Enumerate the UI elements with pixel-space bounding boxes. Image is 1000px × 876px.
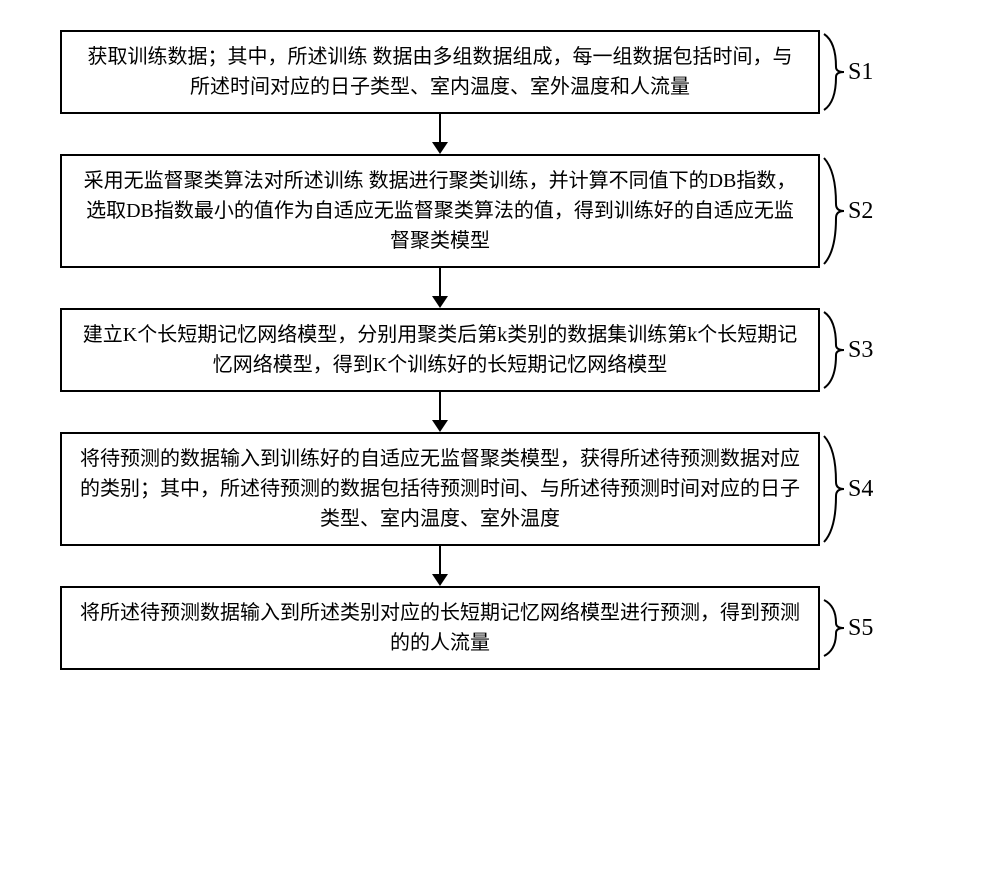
step-text-4: 将待预测的数据输入到训练好的自适应无监督聚类模型，获得所述待预测数据对应的类别；… bbox=[80, 448, 800, 530]
step-box-5: 将所述待预测数据输入到所述类别对应的长短期记忆网络模型进行预测，得到预测的的人流… bbox=[60, 586, 820, 670]
step-text-3: 建立K个长短期记忆网络模型，分别用聚类后第k类别的数据集训练第k个长短期记忆网络… bbox=[83, 324, 797, 376]
step-box-2: 采用无监督聚类算法对所述训练 数据进行聚类训练，并计算不同值下的DB指数，选取D… bbox=[60, 154, 820, 268]
step-row-3: 建立K个长短期记忆网络模型，分别用聚类后第k类别的数据集训练第k个长短期记忆网络… bbox=[60, 308, 940, 392]
flowchart-container: 获取训练数据；其中，所述训练 数据由多组数据组成，每一组数据包括时间，与所述时间… bbox=[60, 30, 940, 670]
bracket-2 bbox=[822, 156, 852, 266]
connector-1 bbox=[60, 114, 940, 154]
bracket-1 bbox=[822, 32, 852, 112]
step-row-1: 获取训练数据；其中，所述训练 数据由多组数据组成，每一组数据包括时间，与所述时间… bbox=[60, 30, 940, 114]
arrow-4 bbox=[432, 546, 448, 586]
step-row-4: 将待预测的数据输入到训练好的自适应无监督聚类模型，获得所述待预测数据对应的类别；… bbox=[60, 432, 940, 546]
bracket-5 bbox=[822, 598, 852, 658]
connector-3 bbox=[60, 392, 940, 432]
bracket-4 bbox=[822, 434, 852, 544]
step-row-2: 采用无监督聚类算法对所述训练 数据进行聚类训练，并计算不同值下的DB指数，选取D… bbox=[60, 154, 940, 268]
arrow-2 bbox=[432, 268, 448, 308]
step-box-3: 建立K个长短期记忆网络模型，分别用聚类后第k类别的数据集训练第k个长短期记忆网络… bbox=[60, 308, 820, 392]
connector-4 bbox=[60, 546, 940, 586]
step-text-2: 采用无监督聚类算法对所述训练 数据进行聚类训练，并计算不同值下的DB指数，选取D… bbox=[84, 170, 797, 252]
step-text-1: 获取训练数据；其中，所述训练 数据由多组数据组成，每一组数据包括时间，与所述时间… bbox=[88, 46, 793, 98]
arrow-3 bbox=[432, 392, 448, 432]
step-text-5: 将所述待预测数据输入到所述类别对应的长短期记忆网络模型进行预测，得到预测的的人流… bbox=[80, 602, 800, 654]
step-box-1: 获取训练数据；其中，所述训练 数据由多组数据组成，每一组数据包括时间，与所述时间… bbox=[60, 30, 820, 114]
connector-2 bbox=[60, 268, 940, 308]
step-box-4: 将待预测的数据输入到训练好的自适应无监督聚类模型，获得所述待预测数据对应的类别；… bbox=[60, 432, 820, 546]
bracket-3 bbox=[822, 310, 852, 390]
step-row-5: 将所述待预测数据输入到所述类别对应的长短期记忆网络模型进行预测，得到预测的的人流… bbox=[60, 586, 940, 670]
arrow-1 bbox=[432, 114, 448, 154]
